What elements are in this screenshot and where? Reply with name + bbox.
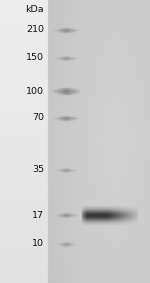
Text: kDa: kDa bbox=[25, 5, 44, 14]
Text: 150: 150 bbox=[26, 53, 44, 63]
Text: 210: 210 bbox=[26, 25, 44, 35]
Text: 70: 70 bbox=[32, 113, 44, 123]
Text: 10: 10 bbox=[32, 239, 44, 248]
Text: 17: 17 bbox=[32, 211, 44, 220]
Text: 35: 35 bbox=[32, 166, 44, 175]
Text: 100: 100 bbox=[26, 87, 44, 95]
